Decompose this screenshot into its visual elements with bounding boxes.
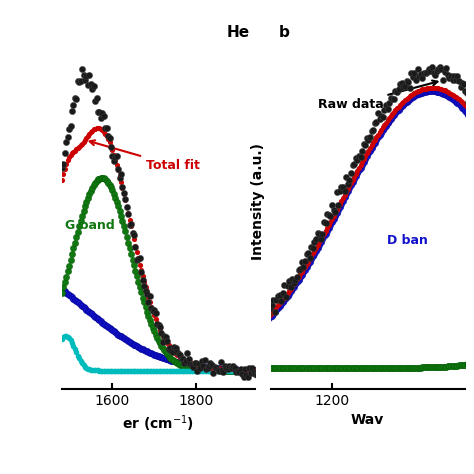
X-axis label: Wav: Wav <box>351 413 384 427</box>
Text: Raw data: Raw data <box>318 81 438 111</box>
X-axis label: er (cm$^{-1}$): er (cm$^{-1}$) <box>122 413 194 434</box>
Text: Total fit: Total fit <box>90 140 200 172</box>
Text: He: He <box>227 26 249 40</box>
Text: b: b <box>279 26 290 40</box>
Text: D ban: D ban <box>387 234 428 247</box>
Y-axis label: Intensity (a.u.): Intensity (a.u.) <box>251 143 265 260</box>
Text: G band: G band <box>64 219 114 232</box>
